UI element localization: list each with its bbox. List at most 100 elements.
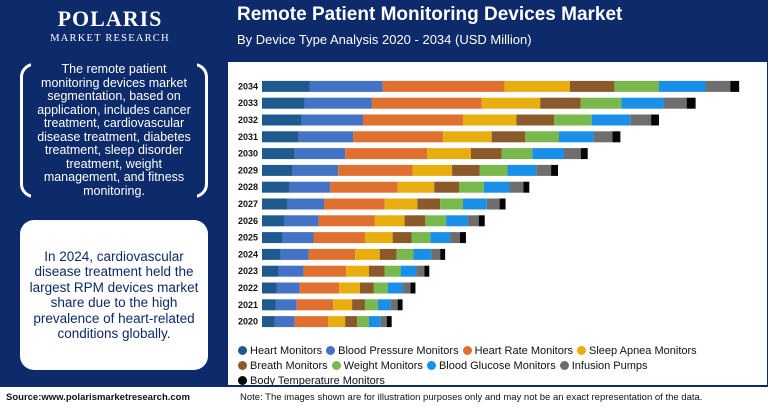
bar-segment <box>559 131 594 143</box>
bar-segment <box>532 148 564 160</box>
chart-legend: Heart Monitors Blood Pressure Monitors Hea… <box>238 344 758 389</box>
bar-segment <box>294 148 346 160</box>
bar-segment <box>318 215 375 227</box>
legend-label: Weight Monitors <box>343 360 423 372</box>
legend-item: Blood Glucose Monitors <box>426 359 556 374</box>
bar-segment <box>413 248 432 260</box>
bar-segment <box>580 97 622 109</box>
y-tick-label: 2021 <box>238 300 258 310</box>
bar-segment <box>396 248 414 260</box>
bar-segment <box>593 131 613 143</box>
bar-segment <box>355 248 380 260</box>
bar-segment <box>504 80 570 92</box>
y-tick-label: 2034 <box>238 81 258 91</box>
bar-segment <box>651 114 659 126</box>
bar-segment <box>479 164 508 176</box>
bar-segment <box>417 198 441 210</box>
source-credit: Source:www.polarismarketresearch.com <box>6 392 190 403</box>
bar-segment <box>440 248 446 260</box>
bar-segment <box>382 80 505 92</box>
bar-segment <box>262 148 295 160</box>
bar-segment <box>554 114 592 126</box>
y-tick-label: 2032 <box>238 115 258 125</box>
brand-name: POLARIS <box>57 6 163 31</box>
bar-segment <box>352 299 365 311</box>
bar-segment <box>523 181 530 193</box>
chart-title: Remote Patient Monitoring Devices Market <box>237 4 623 25</box>
legend-swatch <box>577 346 587 355</box>
y-tick-label: 2024 <box>238 249 258 259</box>
bar-segment <box>278 265 304 277</box>
bar-segment <box>630 114 652 126</box>
y-tick-label: 2029 <box>238 165 258 175</box>
bar-segment <box>452 164 480 176</box>
bar-segment <box>440 198 463 210</box>
y-tick-label: 2031 <box>238 132 258 142</box>
y-tick-label: 2030 <box>238 149 258 159</box>
bar-segment <box>392 232 412 244</box>
y-tick-label: 2020 <box>238 317 258 327</box>
bar-segment <box>402 282 411 294</box>
bar-segment <box>374 215 405 227</box>
bar-segment <box>486 198 500 210</box>
legend-swatch <box>238 346 247 355</box>
bar-segment <box>276 282 300 294</box>
bar-segment <box>483 181 510 193</box>
bar-segment <box>434 181 460 193</box>
bar-segment <box>262 232 283 244</box>
bar-segment <box>262 97 305 109</box>
bar-segment <box>427 148 471 160</box>
bar-segment <box>380 316 387 328</box>
y-tick-label: 2033 <box>238 98 258 108</box>
bar-segment <box>262 164 293 176</box>
bar-segment <box>368 265 385 277</box>
bar-segment <box>591 114 631 126</box>
y-tick-label: 2027 <box>238 199 258 209</box>
bar-segment <box>299 282 340 294</box>
legend-label: Sleep Apnea Monitors <box>589 345 697 357</box>
legend-label: Infusion Pumps <box>571 360 648 372</box>
bar-segment <box>294 316 329 328</box>
chart-subtitle: By Device Type Analysis 2020 - 2034 (USD… <box>237 32 532 47</box>
bar-segment <box>362 114 463 126</box>
y-tick-label: 2023 <box>238 266 258 276</box>
bar-segment <box>262 299 276 311</box>
highlight-info-text: In 2024, cardiovascular disease treatmen… <box>29 248 199 342</box>
bar-segment <box>430 232 451 244</box>
bar-segment <box>467 215 479 227</box>
bar-segment <box>262 282 277 294</box>
highlight-info-box: In 2024, cardiovascular disease treatmen… <box>20 220 208 370</box>
bar-segment <box>274 316 295 328</box>
legend-item: Heart Monitors <box>238 344 322 359</box>
legend-label: Heart Rate Monitors <box>474 345 574 357</box>
bar-segment <box>563 148 581 160</box>
legend-swatch <box>331 361 341 370</box>
bar-segment <box>328 316 346 328</box>
bar-segment <box>663 97 687 109</box>
bar-segment <box>509 181 524 193</box>
y-tick-label: 2025 <box>238 233 258 243</box>
bar-segment <box>345 148 428 160</box>
y-tick-label: 2028 <box>238 182 258 192</box>
bar-segment <box>397 299 403 311</box>
bar-segment <box>360 282 374 294</box>
bar-segment <box>379 248 397 260</box>
bar-segment <box>478 215 485 227</box>
bar-segment <box>333 299 353 311</box>
segmentation-info-box: The remote patient monitoring devices ma… <box>20 62 208 198</box>
bar-segment <box>507 164 537 176</box>
bar-segment <box>400 265 417 277</box>
legend-item: Body Temperature Monitors <box>238 374 385 389</box>
bar-segment <box>368 316 381 328</box>
bar-segment <box>377 299 391 311</box>
bar-segment <box>364 232 393 244</box>
bar-segment <box>404 215 426 227</box>
bar-segment <box>282 232 314 244</box>
bar-segment <box>416 265 425 277</box>
bar-segment <box>275 299 297 311</box>
bar-segment <box>621 97 664 109</box>
bar-segment <box>371 97 482 109</box>
bar-segment <box>443 131 492 143</box>
bar-segment <box>384 198 418 210</box>
legend-item: Sleep Apnea Monitors <box>577 344 697 359</box>
